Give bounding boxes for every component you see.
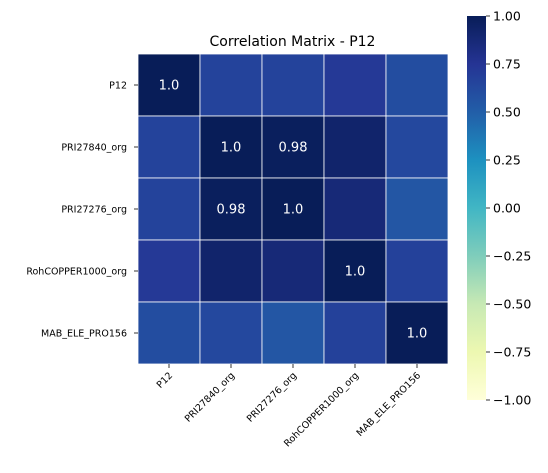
heatmap-cell-label: 0.98 (279, 141, 308, 156)
heatmap-cell (199, 177, 263, 241)
heatmap-cell (137, 115, 201, 179)
heatmap-cell (261, 301, 325, 365)
heatmap-cell (385, 53, 449, 117)
y-axis-ticks: P12 PRI27840_org PRI27276_org RohCOPPER1000… (26, 81, 138, 340)
heatmap-cell (261, 115, 325, 179)
y-tick-label: PRI27840_org (61, 143, 127, 154)
x-tick-label: MAB_ELE_PRO156 (355, 370, 424, 439)
heatmap-cell (323, 177, 387, 241)
heatmap-cell-label: 1.0 (345, 265, 366, 280)
heatmap-cell (199, 53, 263, 117)
colorbar-tick-label: −0.25 (493, 249, 531, 264)
y-tick-label: PRI27276_org (61, 205, 127, 216)
x-tick-label: PRI27840_org (183, 370, 237, 424)
heatmap-cell (385, 115, 449, 179)
colorbar-tick-label: 0.50 (493, 105, 521, 120)
colorbar-tick-label: 0.00 (493, 201, 521, 216)
heatmap-cell (137, 239, 201, 303)
heatmap-cell-label: 1.0 (407, 327, 428, 342)
chart-title: Correlation Matrix - P12 (210, 34, 376, 50)
colorbar (467, 16, 486, 400)
heatmap-cells (137, 53, 449, 365)
heatmap-cell (199, 301, 263, 365)
heatmap-cell-label: 1.0 (159, 79, 180, 94)
heatmap-cell-label: 0.98 (217, 203, 246, 218)
heatmap-cell (385, 239, 449, 303)
heatmap-cell (385, 301, 449, 365)
heatmap-cell-labels: 1.0 1.0 0.98 0.98 1.0 1.0 1.0 (159, 79, 428, 342)
heatmap-cell-label: 1.0 (283, 203, 304, 218)
heatmap-cell (323, 115, 387, 179)
heatmap-cell (323, 239, 387, 303)
colorbar-tick-label: −0.50 (493, 297, 531, 312)
y-tick-label: RohCOPPER1000_org (26, 267, 127, 278)
heatmap-cell-label: 1.0 (221, 141, 242, 156)
colorbar-tick-label: 0.25 (493, 153, 521, 168)
heatmap-cell (261, 239, 325, 303)
y-tick-label: P12 (109, 81, 127, 92)
heatmap-cell (323, 301, 387, 365)
colorbar-tick-label: 0.75 (493, 57, 521, 72)
colorbar-tick-label: −0.75 (493, 345, 531, 360)
x-axis-ticks: P12 PRI27840_org PRI27276_orgRohCOPPER1000… (155, 364, 423, 449)
heatmap-cell (137, 53, 201, 117)
x-tick-label: P12 (155, 370, 175, 390)
heatmap-cell (137, 177, 201, 241)
heatmap-cell (323, 53, 387, 117)
colorbar-tick-label: 1.00 (493, 9, 521, 24)
heatmap-cell (137, 301, 201, 365)
colorbar-ticks: 1.00 0.75 0.50 0.25 0.00 −0.25 −0.50 −0.75 −1.00 (486, 9, 531, 408)
heatmap-cell (385, 177, 449, 241)
heatmap-cell (199, 239, 263, 303)
y-tick-label: MAB_ELE_PRO156 (41, 329, 127, 340)
colorbar-tick-label: −1.00 (493, 393, 531, 408)
heatmap-cell (261, 53, 325, 117)
x-tick-label: PRI27276_org (245, 370, 299, 424)
heatmap-cell (261, 177, 325, 241)
